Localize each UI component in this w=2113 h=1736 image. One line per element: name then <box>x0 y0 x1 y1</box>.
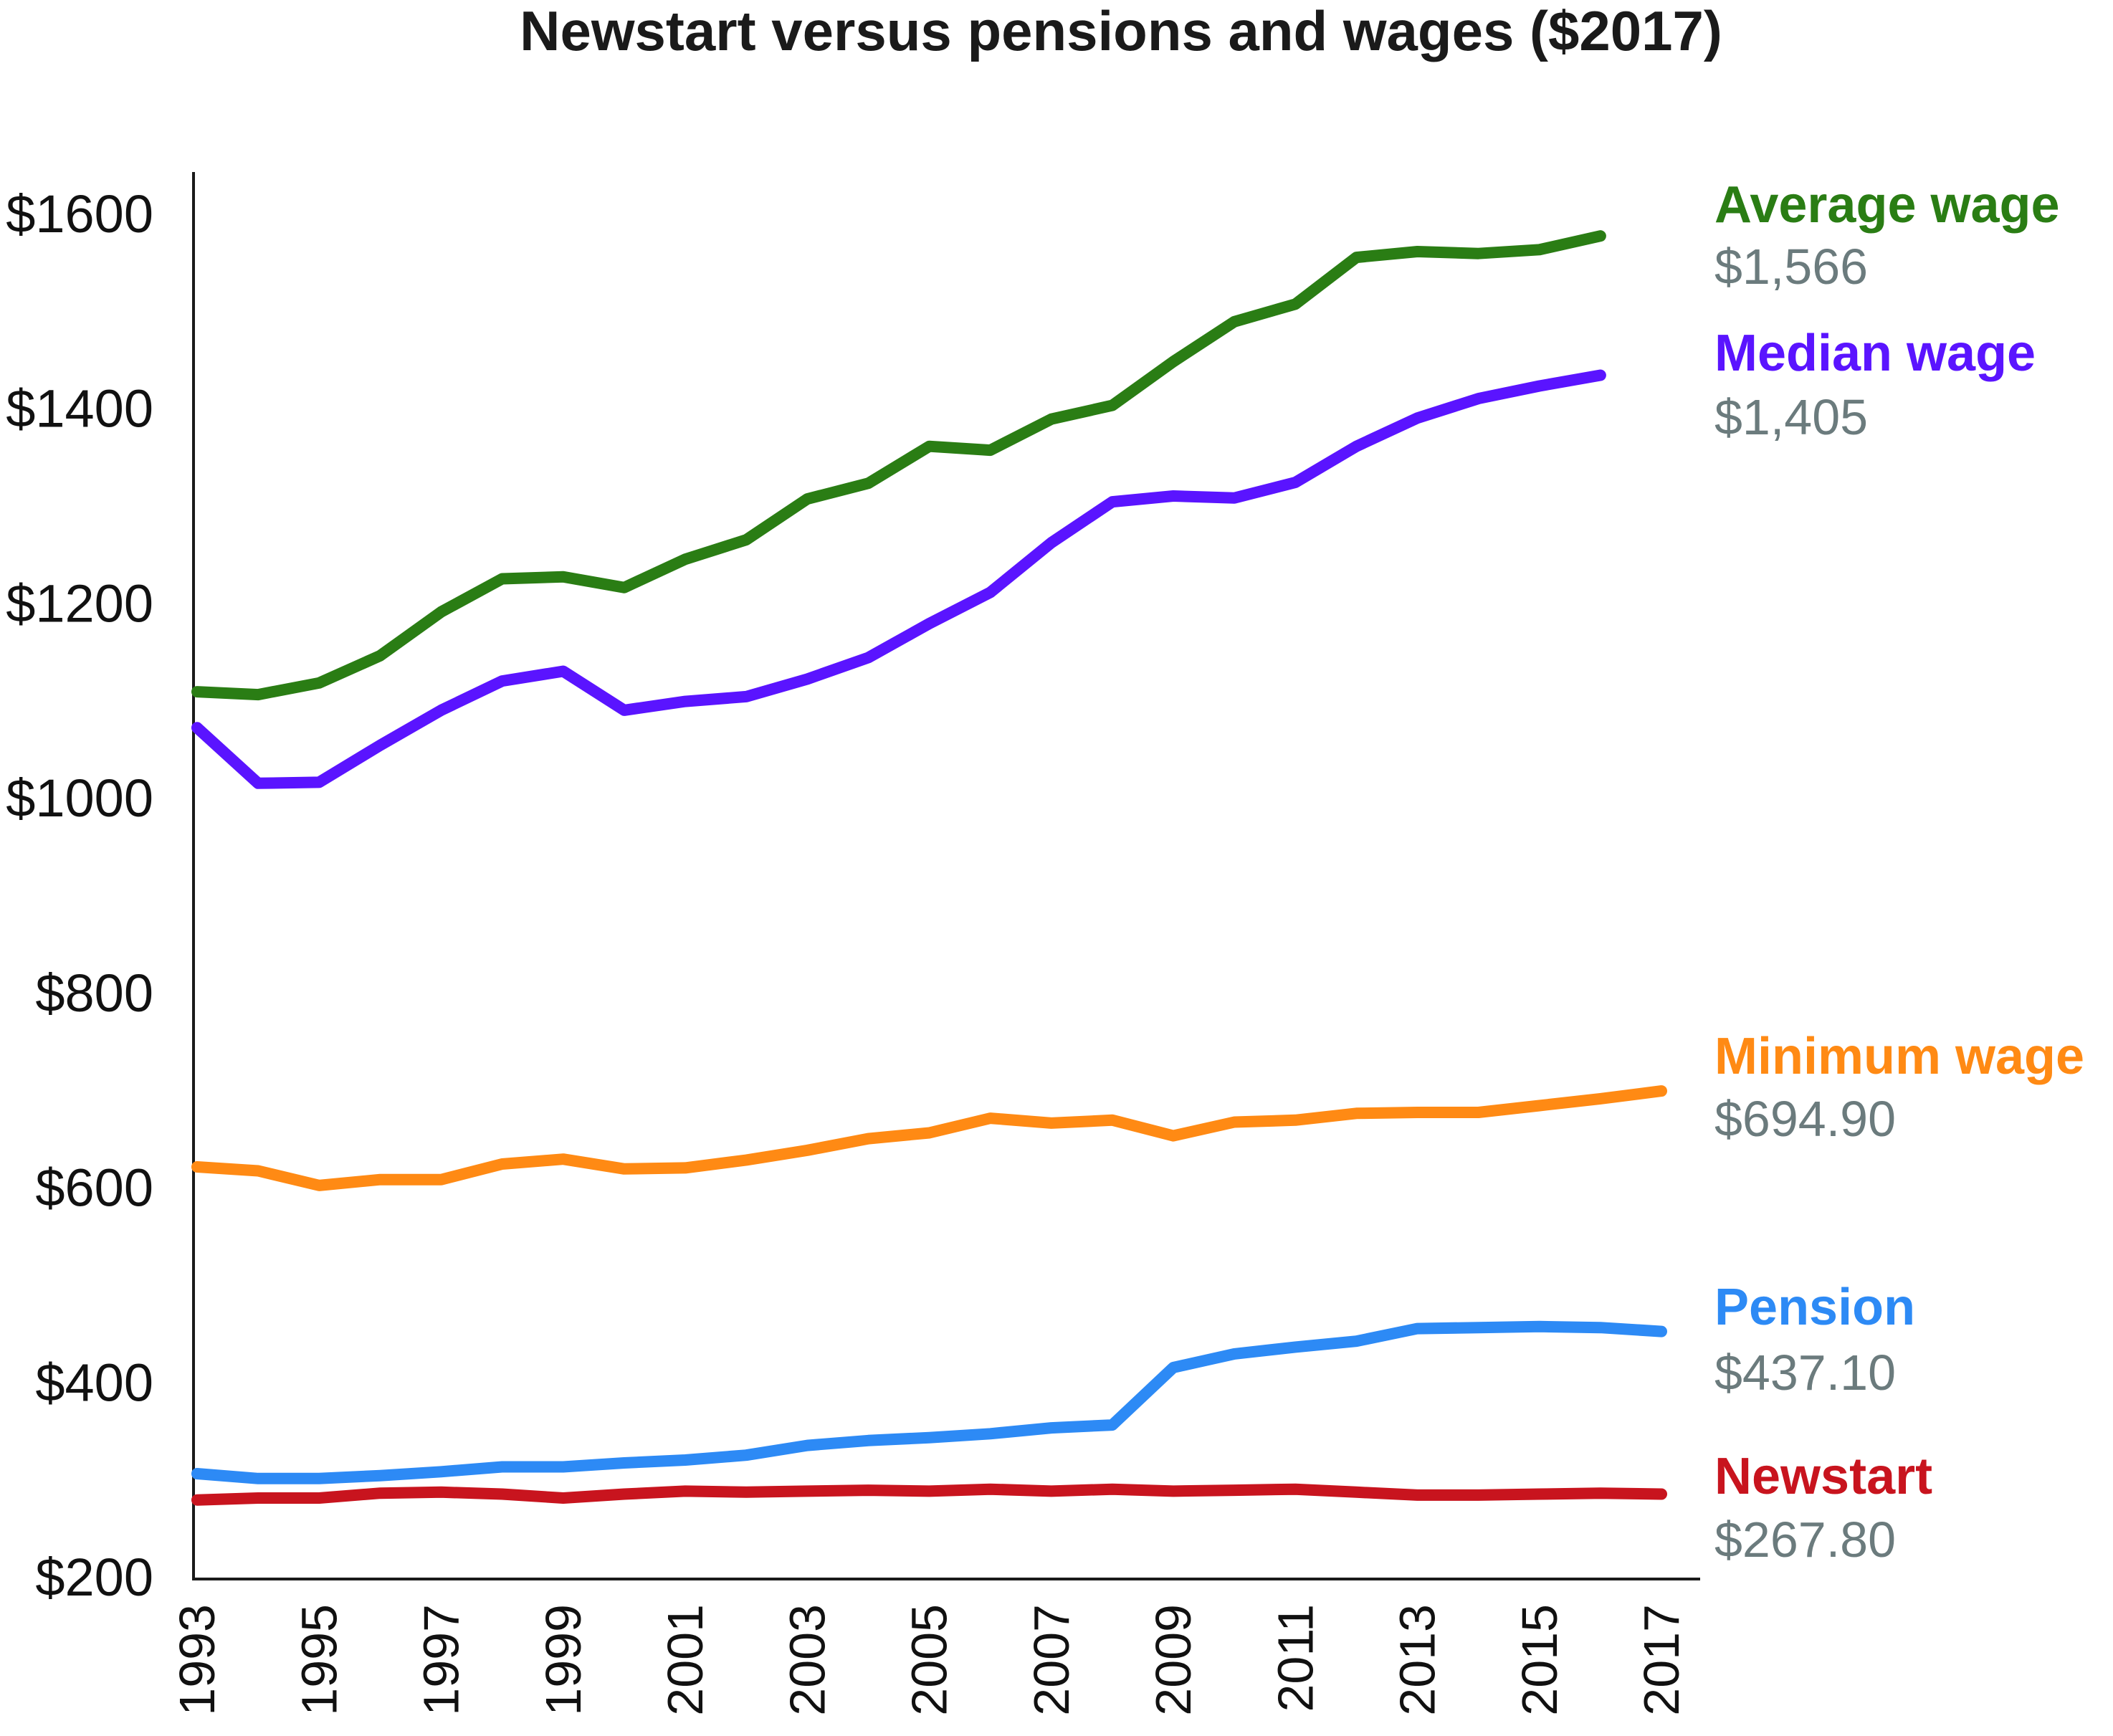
y-tick-labels: $200 $400 $600 $800 $1000 $1200 $1400 $1600 <box>6 184 153 1607</box>
series-end-labels: Average wage$1,566 Median wage $1,405 Minim… <box>1714 176 2084 1568</box>
series-label-pension: Pension <box>1714 1279 1915 1336</box>
chart-title: Newstart versus pensions and wages ($201… <box>520 0 1722 62</box>
series-value-pension: $437.10 <box>1714 1345 1896 1401</box>
series-line-median-wage <box>191 369 1606 789</box>
y-tick-label: $600 <box>35 1158 153 1218</box>
series-value-newstart: $267.80 <box>1714 1512 1896 1568</box>
y-tick-label: $1200 <box>6 573 153 633</box>
x-tick-label: 2001 <box>657 1604 713 1716</box>
series-value-minimum-wage: $694.90 <box>1714 1091 1896 1147</box>
x-tick-label: 2009 <box>1145 1604 1201 1716</box>
series-value-median-wage: $1,405 <box>1714 389 1868 445</box>
series-label-median-wage: Median wage <box>1714 325 2036 382</box>
x-tick-label: 1993 <box>169 1604 225 1716</box>
x-tick-label: 2011 <box>1267 1604 1323 1712</box>
y-tick-label: $1400 <box>6 379 153 439</box>
series-lines <box>191 230 1667 1506</box>
x-tick-label: 2003 <box>779 1604 835 1716</box>
series-value-average-wage: $1,566 <box>1714 239 1868 295</box>
x-tick-label: 2015 <box>1512 1604 1568 1716</box>
axes <box>192 172 1700 1580</box>
series-line-newstart <box>191 1483 1667 1506</box>
series-line-minimum-wage <box>191 1085 1667 1191</box>
x-tick-label: 2007 <box>1024 1604 1079 1716</box>
y-tick-label: $800 <box>35 963 153 1023</box>
y-tick-label: $1600 <box>6 184 153 244</box>
series-label-minimum-wage: Minimum wage <box>1714 1028 2084 1085</box>
series-line-average-wage <box>191 230 1606 701</box>
x-tick-labels: 1993 1995 1997 1999 2001 2003 2005 2007 2009 2011… <box>169 1604 1689 1716</box>
y-tick-label: $200 <box>35 1547 153 1607</box>
y-tick-label: $400 <box>35 1353 153 1412</box>
y-tick-label: $1000 <box>6 768 153 828</box>
series-label-newstart: Newstart <box>1714 1448 1932 1505</box>
series-label-average-wage: Average wage <box>1714 176 2060 234</box>
x-tick-label: 2013 <box>1390 1604 1446 1716</box>
x-tick-label: 1999 <box>535 1604 591 1716</box>
series-line-pension <box>191 1320 1667 1484</box>
x-tick-label: 2005 <box>902 1604 958 1716</box>
x-tick-label: 2017 <box>1633 1604 1689 1716</box>
x-tick-label: 1995 <box>291 1604 347 1716</box>
x-tick-label: 1997 <box>414 1604 469 1716</box>
